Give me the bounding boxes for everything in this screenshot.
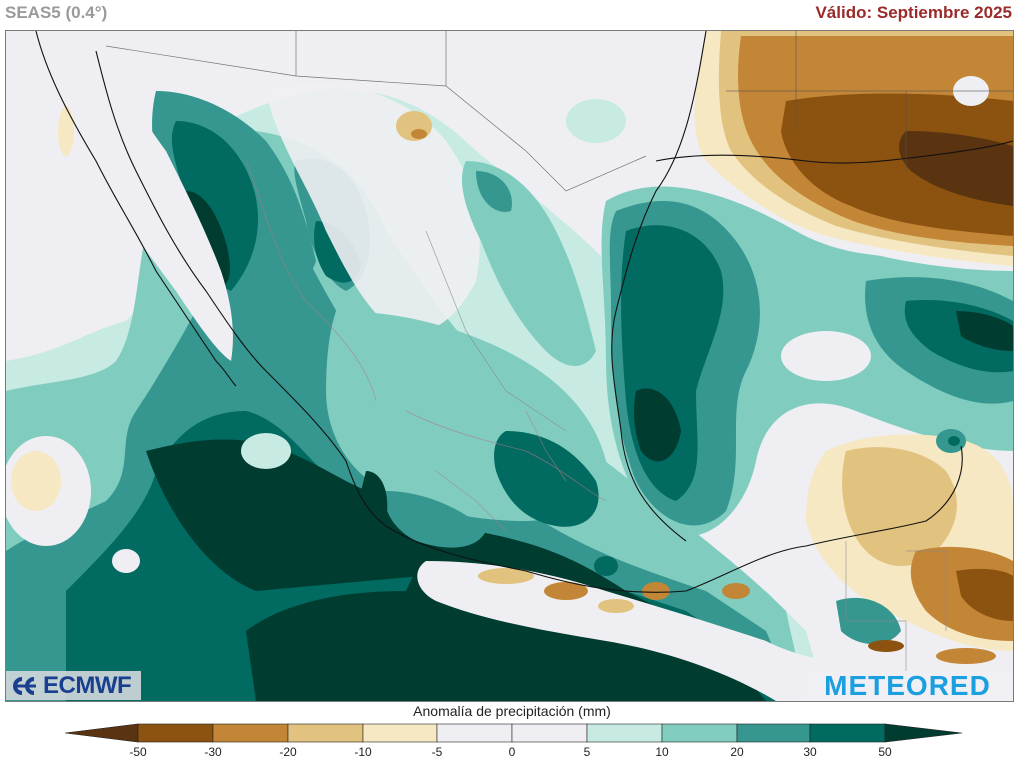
model-title: SEAS5 (0.4°) (5, 3, 108, 22)
tick-label: 20 (730, 745, 744, 759)
tick-label: -50 (129, 745, 147, 759)
colorbar-ticks: -50 -30 -20 -10 -5 0 5 10 20 30 50 (0, 745, 1024, 763)
tick-label: -20 (279, 745, 297, 759)
tick-label: -30 (204, 745, 222, 759)
tick-label: -10 (354, 745, 372, 759)
legend-title: Anomalía de precipitación (mm) (413, 703, 611, 719)
ecmwf-logo: ECMWF (6, 671, 141, 700)
precipitation-anomaly-map (5, 30, 1014, 702)
tick-label: 10 (655, 745, 669, 759)
tick-label: -5 (431, 745, 443, 759)
meteored-logo-text: METEORED (824, 670, 991, 701)
ecmwf-logo-text: ECMWF (43, 671, 132, 699)
valid-date-title: Válido: Septiembre 2025 (815, 3, 1012, 22)
colorbar (64, 723, 963, 743)
meteored-logo: METEORED (803, 670, 1012, 701)
tick-label: 0 (508, 745, 516, 759)
map-canvas (6, 31, 1013, 701)
tick-label: 50 (878, 745, 892, 759)
tick-label: 5 (583, 745, 591, 759)
tick-label: 30 (803, 745, 817, 759)
ecmwf-emblem-icon (13, 676, 36, 695)
